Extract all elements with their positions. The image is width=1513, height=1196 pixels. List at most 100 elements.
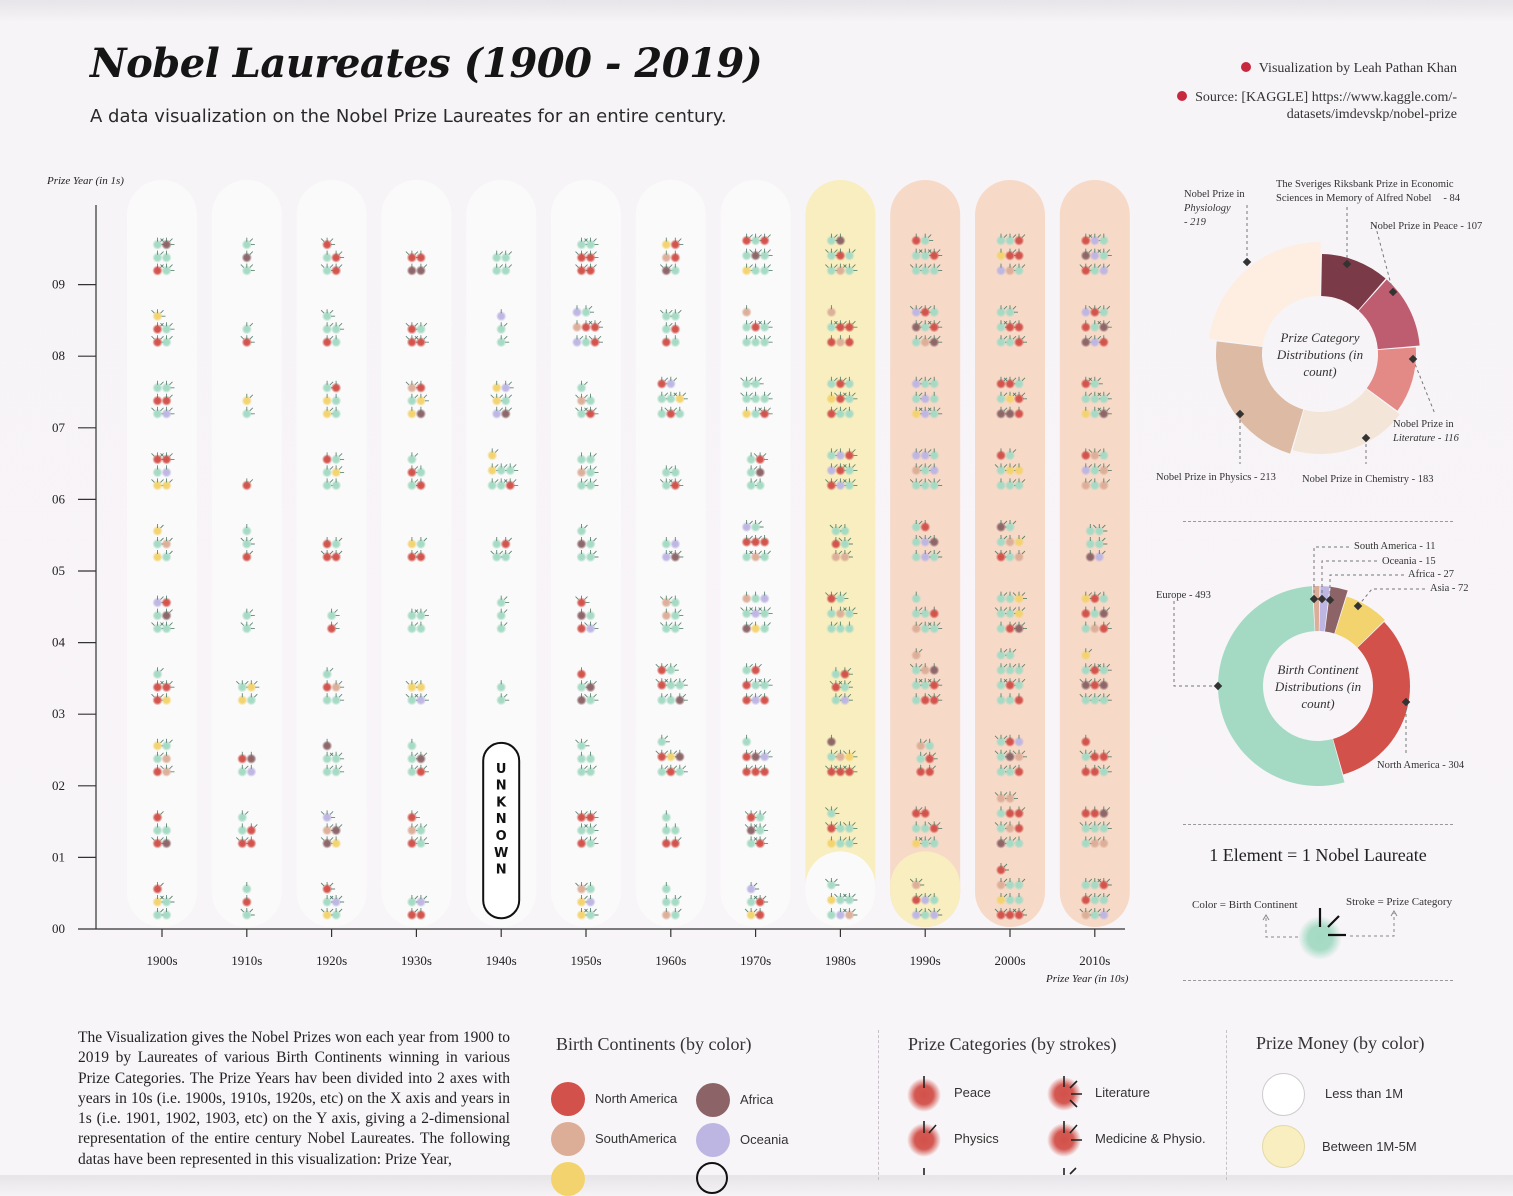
element-note: 1 Element = 1 Nobel Laureate [1209, 845, 1427, 865]
leader-line [1412, 358, 1436, 415]
laureate-dot [909, 878, 925, 891]
divider [1183, 824, 1453, 825]
decade-band [296, 180, 367, 927]
laureate-dot [659, 621, 675, 634]
laureate-dot [1004, 535, 1016, 548]
laureate-dot [1004, 305, 1018, 318]
laureate-dot [1080, 663, 1094, 676]
laureate-dot [321, 680, 333, 693]
laureate-dot [326, 608, 340, 621]
laureate-dot [1079, 749, 1094, 762]
laureate-dot [320, 908, 336, 921]
laureate-dot [750, 535, 762, 548]
laureate-dot [415, 322, 428, 335]
laureate-dot [911, 621, 923, 634]
laureate-dot [843, 463, 858, 476]
laureate-dot [152, 823, 163, 836]
laureate-dot [1013, 734, 1025, 747]
laureate-dot [151, 335, 166, 348]
stroke-pointer [1350, 913, 1395, 937]
laureate-dot [321, 537, 333, 550]
laureate-dot [911, 678, 925, 691]
source-text-2[interactable]: datasets/imdevskp/nobel-prize [1286, 107, 1457, 122]
laureate-dot [656, 376, 670, 389]
laureate-dot [920, 263, 932, 276]
unknown-letter: U [496, 762, 507, 777]
laureate-dot [415, 478, 427, 491]
laureate-dot [321, 693, 333, 706]
laureate-dot [1003, 678, 1018, 691]
laureate-dot [415, 751, 428, 764]
laureate-dot [580, 335, 592, 348]
laureate-dot [414, 608, 429, 621]
laureate-dot [1098, 693, 1112, 706]
y-tick-label: 06 [52, 491, 66, 506]
laureate-dot [406, 738, 418, 751]
laureate-dot [500, 393, 513, 406]
leader-line [1357, 588, 1425, 607]
laureate-dot [160, 764, 175, 777]
laureate-dot [670, 335, 681, 348]
laureate-dot [1085, 537, 1096, 550]
laureate-dot [1098, 821, 1112, 834]
laureate-dot [1097, 764, 1112, 777]
laureate-dot [1013, 806, 1026, 819]
laureate-dot [661, 335, 672, 348]
physics-label: Physics [954, 1131, 999, 1146]
laureate-dot [1004, 836, 1017, 849]
laureate-dot [321, 322, 334, 335]
laureate-dot [160, 452, 175, 465]
laureate-dot [1098, 806, 1111, 819]
laureate-dot [1098, 621, 1112, 634]
laureate-dot [1013, 376, 1026, 389]
laureate-dot [1094, 537, 1108, 550]
laureate-dot [668, 478, 684, 491]
laureate-dot [1004, 764, 1017, 777]
laureate-dot [741, 764, 753, 777]
laureate-dot [835, 591, 849, 604]
laureate-dot [929, 391, 940, 404]
laureate-dot [1079, 693, 1094, 706]
laureate-dot [1004, 520, 1017, 533]
y-tick-label: 05 [52, 563, 65, 578]
laureate-dot [326, 621, 340, 634]
laureate-dot [759, 233, 771, 246]
laureate-dot [1080, 648, 1093, 661]
source-text-1[interactable]: Source: [KAGGLE] https://www.kaggle.com/… [1195, 90, 1457, 105]
laureate-dot [909, 663, 925, 676]
laureate-dot [330, 322, 345, 335]
color-note: Color = Birth Continent [1192, 899, 1298, 911]
laureate-dot [240, 621, 255, 634]
laureate-dot [838, 537, 853, 550]
laureate-dot [670, 621, 684, 634]
laureate-dot [161, 595, 172, 608]
laureate-dot [1097, 663, 1112, 676]
laureate-dot [160, 680, 175, 693]
laureate-dot [674, 678, 688, 691]
laureate-dot [838, 680, 853, 693]
laureate-dot [670, 263, 681, 276]
laureate-dot [584, 908, 599, 921]
laureate-dot [656, 406, 667, 419]
slice-label: Literature - 116 [1392, 433, 1460, 444]
laureate-dot [1098, 606, 1111, 619]
laureate-dot [406, 393, 419, 406]
leader-dot [1408, 354, 1418, 364]
slice-label: Asia - 72 [1430, 583, 1469, 594]
laureate-dot [1080, 621, 1092, 634]
laureate-dot [151, 693, 166, 706]
laureate-dot [1013, 263, 1026, 276]
laureate-dot [487, 448, 499, 461]
slice-label: Nobel Prize in Peace - 107 [1370, 221, 1482, 232]
laureate-dot [825, 806, 840, 819]
divider [1183, 980, 1453, 981]
laureate-dot [585, 465, 599, 478]
laureate-dot [585, 882, 596, 895]
laureate-dot [415, 823, 428, 836]
north-america-swatch [551, 1082, 585, 1116]
laureate-dot [584, 406, 599, 419]
unknown-letter: N [496, 863, 507, 878]
laureate-dot [994, 463, 1009, 476]
laureate-dot [909, 305, 925, 318]
x-tick-label: 1980s [825, 953, 856, 968]
